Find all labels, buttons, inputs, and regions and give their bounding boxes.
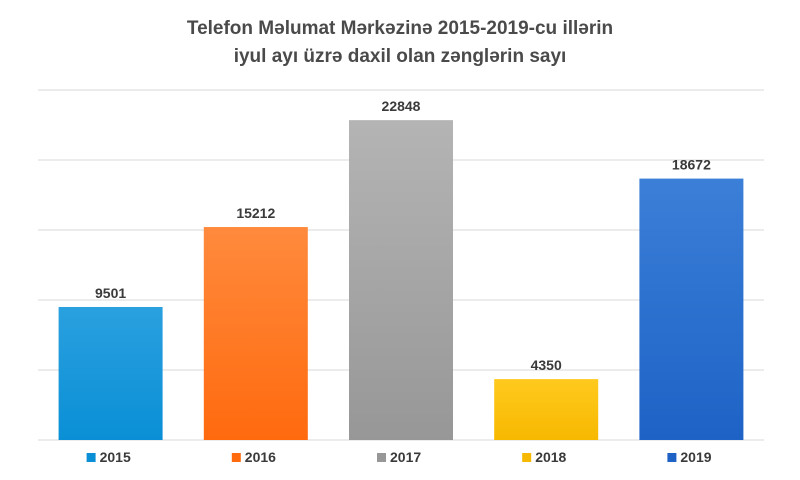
legend-label-2016: 2016	[245, 449, 276, 465]
legend-swatch-2018	[522, 453, 532, 462]
legend-label-2015: 2015	[100, 449, 131, 465]
bar-2019	[639, 178, 744, 441]
legend-label-2018: 2018	[535, 449, 566, 465]
bar-2016	[203, 227, 308, 440]
legend-label-2019: 2019	[680, 449, 711, 465]
bar-2017	[349, 120, 453, 441]
data-labels: 9501 15212 22848 4350 18672	[95, 98, 711, 373]
chart-title-line-2: iyul ayı üzrə daxil olan zənglərin sayı	[234, 46, 567, 67]
legend: 2015 2016 2017 2018 2019	[86, 449, 712, 465]
legend-label-2017: 2017	[390, 449, 421, 465]
data-label-2018: 4350	[531, 357, 562, 373]
legend-swatch-2016	[231, 453, 241, 462]
data-label-2017: 22848	[382, 98, 421, 114]
bar-2015	[58, 306, 163, 440]
legend-swatch-2017	[377, 453, 386, 462]
chart-title-line-1: Telefon Məlumat Mərkəzinə 2015-2019-cu i…	[187, 18, 613, 39]
legend-swatch-2015	[86, 453, 96, 462]
legend-swatch-2019	[667, 453, 677, 462]
data-label-2016: 15212	[236, 205, 275, 221]
data-label-2019: 18672	[672, 157, 711, 173]
data-label-2015: 9501	[95, 285, 126, 301]
bars	[58, 120, 744, 441]
bar-2018	[494, 379, 599, 440]
